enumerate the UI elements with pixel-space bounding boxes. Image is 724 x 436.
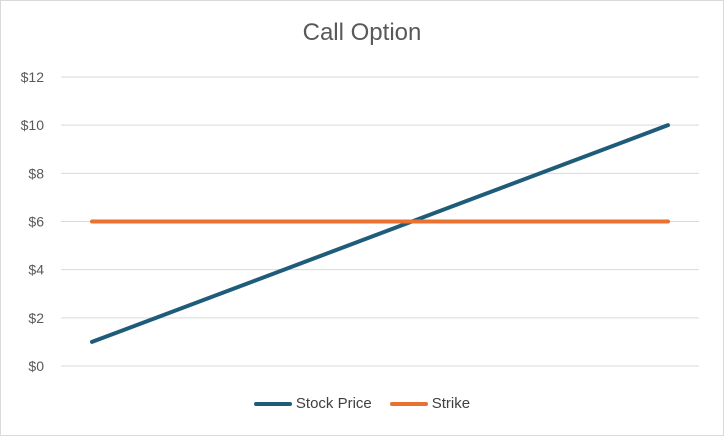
legend-item-strike: Strike [389,395,471,412]
legend-label-strike: Strike [431,395,471,412]
legend-swatch-strike [389,401,428,406]
legend-label-stock-price: Stock Price [295,395,372,412]
legend-swatch-stock-price [253,401,292,406]
y-tick-label: $2 [28,310,44,326]
y-tick-label: $8 [28,165,44,181]
y-tick-label: $12 [21,69,45,85]
series-line-stock-price [90,123,670,344]
y-tick-label: $10 [21,117,45,133]
y-tick-label: $4 [28,262,44,278]
y-tick-label: $6 [28,214,44,230]
y-tick-label: $0 [28,358,44,374]
legend-item-stock-price: Stock Price [253,395,372,412]
chart-legend: Stock Price Strike [1,395,723,412]
chart-title: Call Option [302,19,422,46]
